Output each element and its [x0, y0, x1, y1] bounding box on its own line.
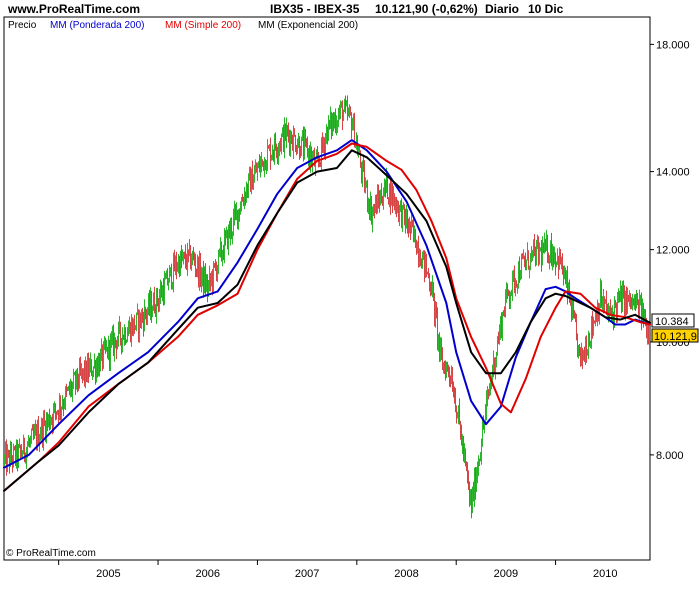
last-quote: 10.121,90 (-0,62%) — [375, 2, 478, 16]
watermark: © ProRealTime.com — [6, 548, 96, 559]
legend-ema: MM (Exponencial 200) — [258, 20, 358, 31]
x-tick-label: 2006 — [195, 568, 219, 580]
y-tick-label: 14.000 — [656, 167, 690, 179]
legend: Precio MM (Ponderada 200) MM (Simple 200… — [8, 20, 358, 31]
ema-price-label: 10.384 — [655, 316, 689, 328]
legend-wma: MM (Ponderada 200) — [50, 20, 145, 31]
legend-sma: MM (Simple 200) — [165, 20, 241, 31]
ema-line — [3, 149, 651, 492]
chart-header: www.ProRealTime.com IBX35 - IBEX-35 10.1… — [0, 0, 700, 17]
symbol-name: IBX35 - IBEX-35 — [270, 2, 360, 16]
y-tick-label: 18.000 — [656, 39, 690, 51]
site-name[interactable]: www.ProRealTime.com — [8, 2, 141, 16]
plot-frame — [3, 16, 651, 561]
y-tick-label: 12.000 — [656, 245, 690, 257]
sma-line — [3, 142, 651, 492]
ema-price-box — [651, 313, 695, 328]
legend-price: Precio — [8, 20, 37, 31]
x-tick-label: 2009 — [494, 568, 518, 580]
period-label: Diario — [485, 2, 520, 16]
x-tick-label: 2008 — [394, 568, 418, 580]
x-axis: 2005 2006 2007 2008 2009 2010 — [58, 560, 618, 580]
date-label: 10 Dic — [528, 2, 564, 16]
last-price-label: 10.121,9 — [654, 331, 697, 343]
y-tick-label: 8.000 — [656, 450, 684, 462]
x-tick-label: 2005 — [96, 568, 120, 580]
last-price-labels: 10.384 10.121,9 — [651, 313, 699, 343]
x-tick-label: 2007 — [295, 568, 319, 580]
last-price-box — [651, 328, 699, 343]
price-bars — [4, 95, 650, 519]
moving-average-lines — [3, 139, 651, 492]
wma-line — [3, 139, 651, 469]
x-tick-label: 2010 — [593, 568, 617, 580]
